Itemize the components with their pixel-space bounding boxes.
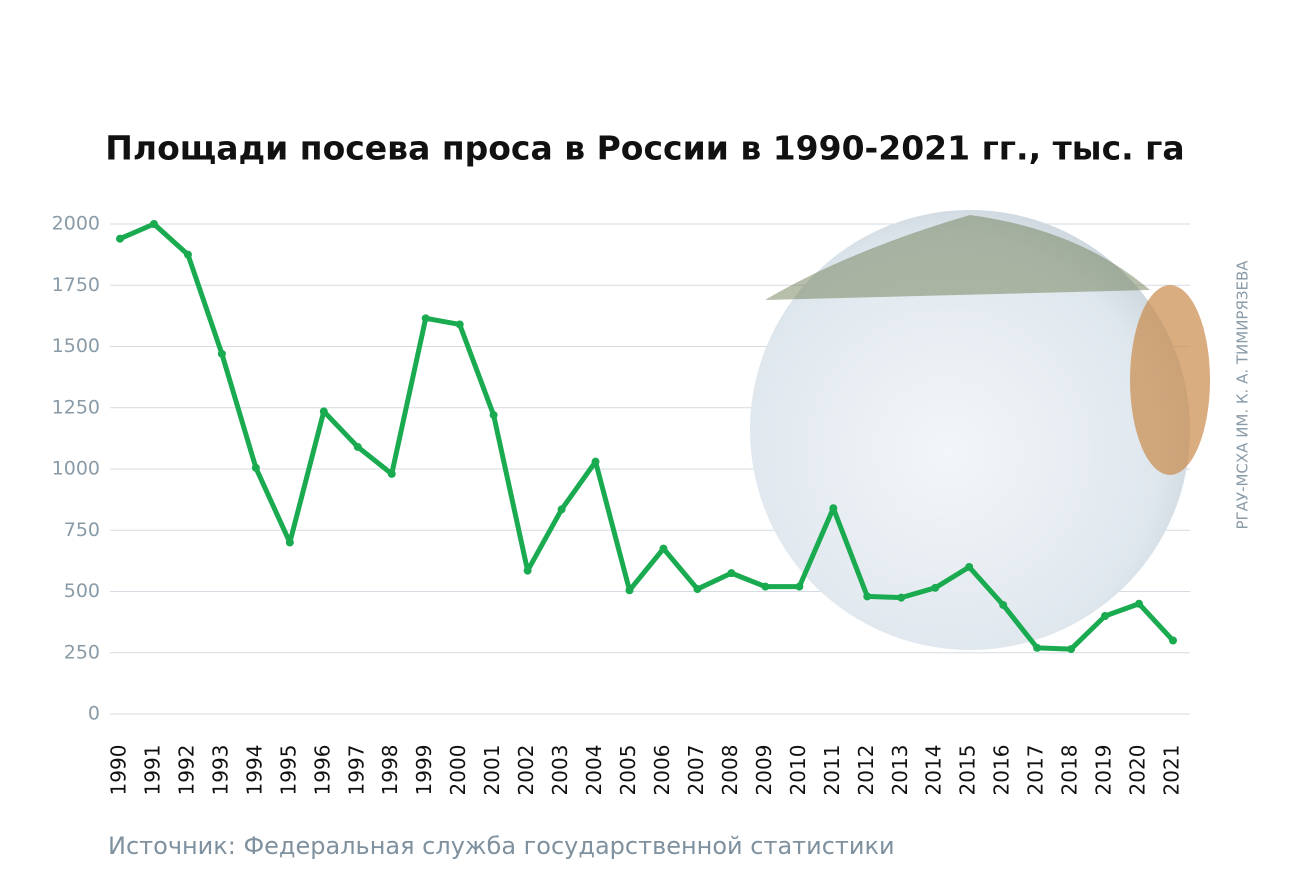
x-tick-label: 1995 <box>276 745 300 796</box>
chart-title: Площади посева проса в России в 1990-202… <box>105 129 1184 168</box>
x-tick-label: 2001 <box>480 745 504 796</box>
point <box>149 220 158 228</box>
y-tick-label: 750 <box>64 519 100 541</box>
photo <box>750 210 1190 650</box>
y-tick-label: 500 <box>64 580 100 602</box>
x-tick-label: 1997 <box>344 745 368 796</box>
x-tick-label: 2016 <box>990 745 1014 796</box>
point <box>727 569 736 578</box>
x-tick-label: 2020 <box>1126 745 1150 796</box>
x-tick-label: 2012 <box>854 745 878 796</box>
x-tick-label: 2007 <box>684 745 708 796</box>
line <box>119 221 1175 652</box>
x-tick-label: 2006 <box>650 745 674 796</box>
point <box>1067 645 1076 654</box>
point <box>455 320 464 329</box>
x-tick-label: 1990 <box>107 745 131 796</box>
x-tick-label: 2002 <box>514 745 538 796</box>
point <box>421 314 430 323</box>
y-tick-label: 1750 <box>52 274 100 296</box>
point <box>285 538 294 547</box>
x-tick-label: 1999 <box>412 745 436 796</box>
x-tick-label: 1996 <box>310 745 334 796</box>
x-tick-label: 2011 <box>820 745 844 796</box>
point <box>591 457 600 466</box>
source: Источник: Федеральная служба государстве… <box>108 832 895 860</box>
x-tick-label: 2017 <box>1024 745 1048 796</box>
x-tick-label: 1992 <box>174 745 198 796</box>
point <box>693 585 702 594</box>
y-tick-label: 1500 <box>52 335 100 357</box>
x-tick-label: 2005 <box>616 745 640 796</box>
point <box>319 407 328 416</box>
photo-detail <box>765 215 1150 300</box>
x-tick-label: 2009 <box>752 745 776 796</box>
point <box>897 593 906 602</box>
y-tick-label: 0 <box>88 703 100 725</box>
point <box>625 586 634 595</box>
point <box>183 250 192 259</box>
point <box>659 544 668 553</box>
y-tick-label: 250 <box>64 641 100 663</box>
point <box>251 463 260 472</box>
point <box>387 469 396 478</box>
point <box>829 504 838 513</box>
x-tick-label: 1991 <box>140 745 164 796</box>
point <box>1033 643 1042 652</box>
point <box>557 505 566 514</box>
point <box>523 566 532 575</box>
y-tick-label: 1000 <box>52 458 100 480</box>
point <box>863 592 872 601</box>
x-tick-label: 2014 <box>922 745 946 796</box>
point <box>217 349 226 358</box>
point <box>116 234 124 243</box>
x-tick-label: 2018 <box>1058 745 1082 796</box>
x-tick-label: 2021 <box>1160 745 1184 796</box>
x-tick-label: 1998 <box>378 745 402 796</box>
photo-credit: РГАУ-МСХА ИМ. К. А. ТИМИРЯЗЕВА <box>1234 260 1252 530</box>
photo-detail <box>1130 285 1210 475</box>
x-tick-label: 1993 <box>208 745 232 796</box>
point <box>931 583 940 592</box>
x-tick-label: 1994 <box>242 745 266 796</box>
x-tick-label: 2019 <box>1092 745 1116 796</box>
x-tick-label: 2008 <box>718 745 742 796</box>
point <box>489 411 498 420</box>
y-tick-label: 2000 <box>52 213 100 235</box>
point <box>353 442 362 451</box>
point <box>795 582 804 591</box>
point <box>1135 599 1144 608</box>
point <box>761 582 770 591</box>
x-tick-label: 2013 <box>888 745 912 796</box>
x-tick-label: 2010 <box>786 745 810 796</box>
x-tick-label: 2004 <box>582 745 606 796</box>
point <box>999 600 1008 609</box>
x-tick-label: 2003 <box>548 745 572 796</box>
x-tick-label: 2000 <box>446 745 470 796</box>
point <box>965 563 974 571</box>
x-tick-label: 2015 <box>956 745 980 796</box>
point <box>1169 636 1177 645</box>
y-tick-label: 1250 <box>52 396 100 418</box>
point <box>1101 612 1110 620</box>
